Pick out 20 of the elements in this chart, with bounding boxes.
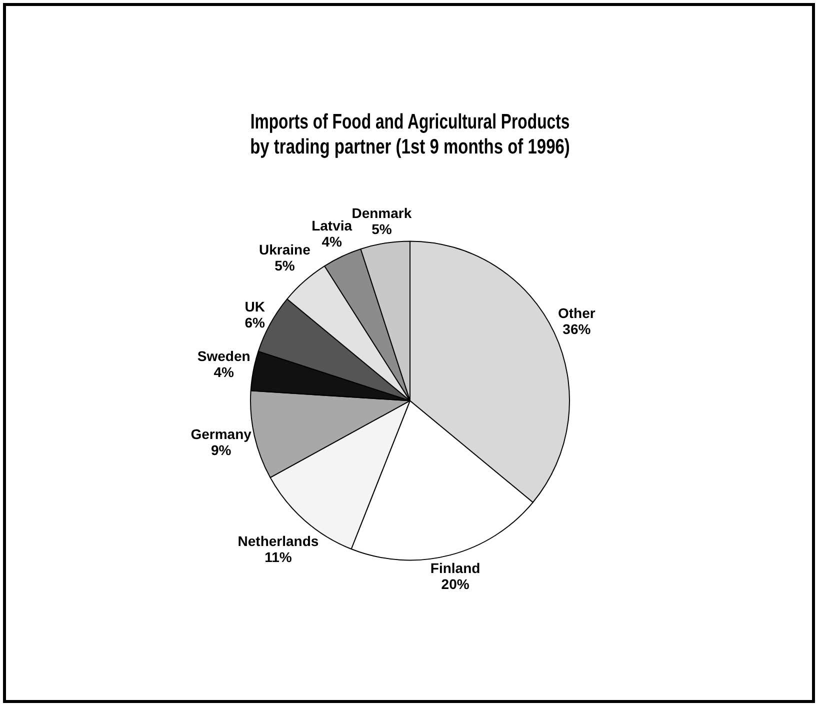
slice-label: Latvia: [312, 217, 352, 234]
slice-label: Germany: [190, 426, 252, 442]
slice-label: Sweden: [197, 348, 250, 364]
data-label: 4%: [214, 364, 235, 380]
slice-label: Finland: [430, 560, 480, 576]
slice-label: Other: [558, 305, 596, 322]
text: by trading partner (1st 9 months of 1996): [250, 136, 570, 160]
data-label: 4%: [322, 233, 342, 250]
slice-label: Denmark: [352, 204, 412, 221]
data-label: 9%: [210, 442, 232, 458]
data-label: 6%: [244, 314, 266, 330]
data-label: 11%: [264, 549, 292, 566]
data-label: 5%: [372, 220, 392, 237]
data-label: 5%: [274, 257, 296, 274]
slice-label: UK: [244, 298, 265, 314]
data-label: 20%: [441, 576, 470, 592]
slice-label: Netherlands: [238, 533, 319, 550]
data-label: 36%: [562, 321, 592, 338]
text: Imports of Food and Agricultural Products: [250, 109, 570, 133]
slice-label: Ukraine: [259, 241, 311, 258]
